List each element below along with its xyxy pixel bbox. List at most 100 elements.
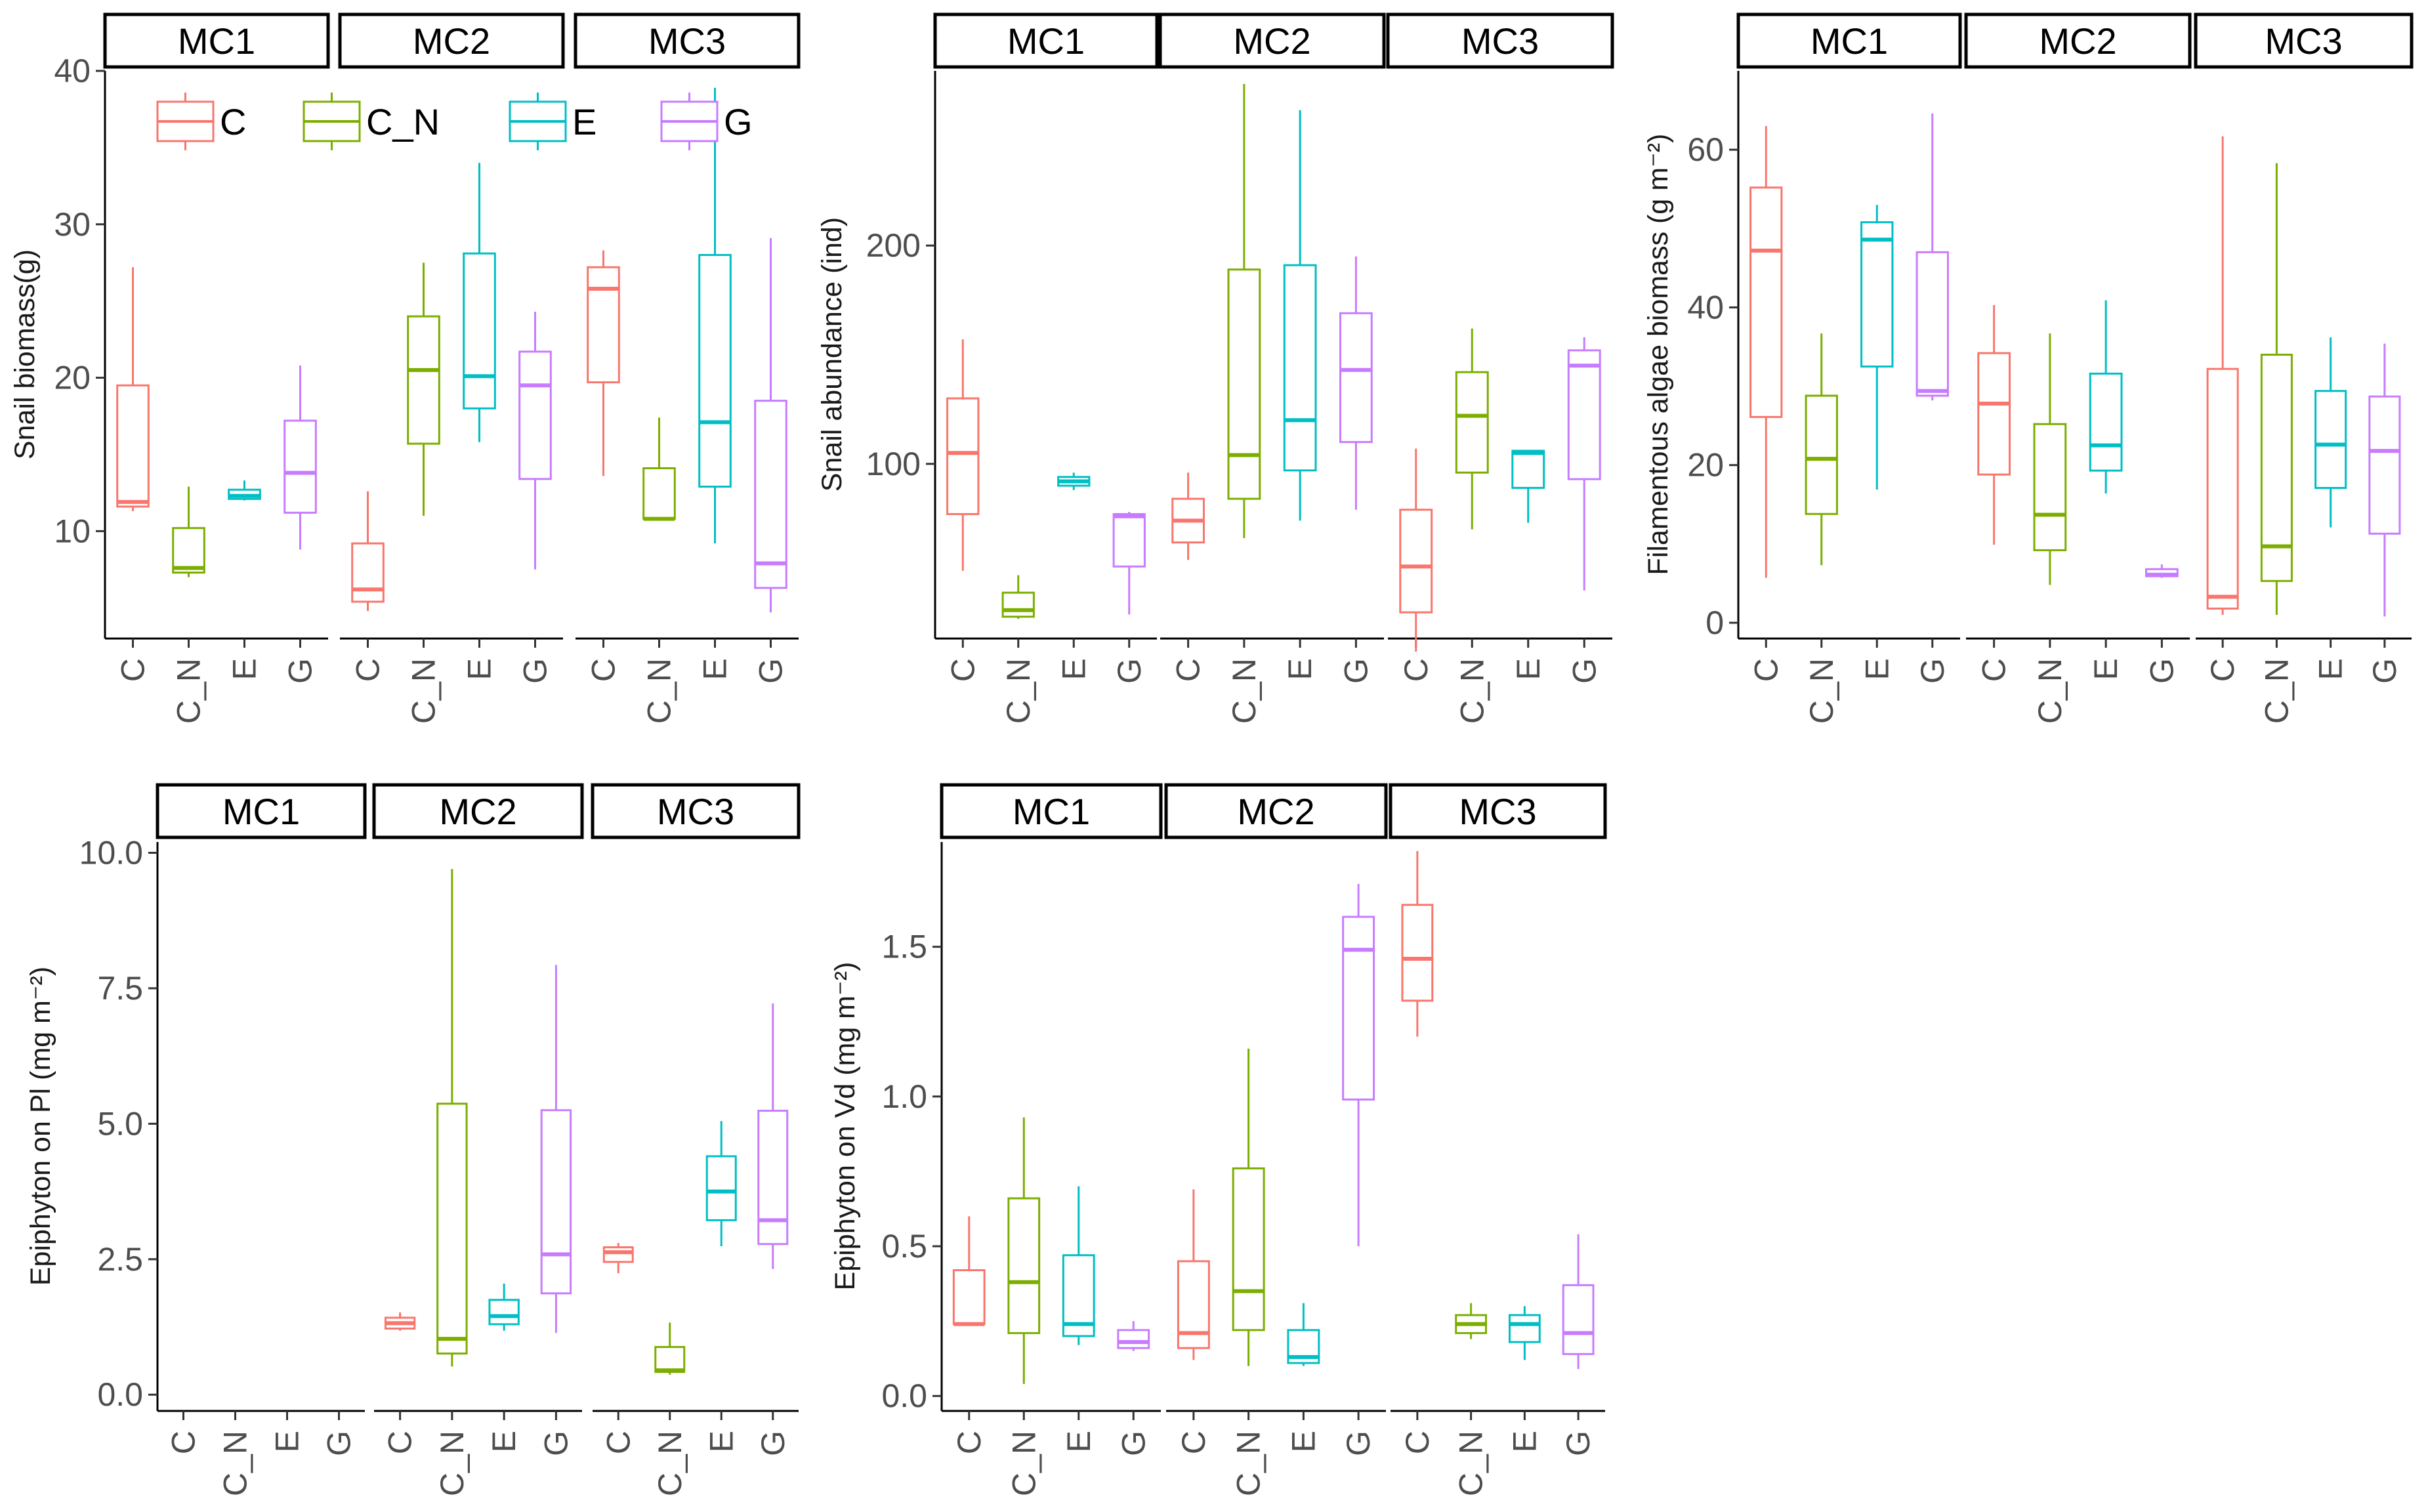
x-tick-label: C [350, 658, 387, 682]
y-tick-label: 0.5 [881, 1228, 927, 1265]
x-tick-label: C_N [2032, 658, 2068, 724]
box-iqr [1567, 349, 1601, 480]
y-axis-title: Epiphyton on Pl (mg m⁻²) [25, 967, 56, 1286]
legend-label: G [724, 101, 753, 142]
facet-strip-label: MC2 [1237, 791, 1314, 832]
x-tick-label: E [1506, 1431, 1543, 1452]
y-tick-label: 2.5 [97, 1241, 143, 1278]
box-iqr [2206, 368, 2239, 610]
box-C [1399, 448, 1433, 652]
y-tick-label: 5.0 [97, 1105, 143, 1142]
box-iqr [463, 252, 496, 410]
box-iqr [946, 397, 980, 515]
x-tick-label: C [382, 1431, 419, 1454]
x-tick-label: E [461, 658, 498, 680]
x-tick-label: G [2143, 658, 2180, 684]
box-iqr [698, 254, 732, 488]
x-tick-label: G [1340, 1431, 1377, 1456]
x-tick-label: C [944, 658, 981, 682]
x-tick-label: C [1175, 1431, 1212, 1454]
x-tick-label: G [1337, 658, 1374, 684]
x-tick-label: C_N [217, 1431, 254, 1496]
facet-strip-label: MC2 [2039, 20, 2116, 62]
box-iqr [1007, 1197, 1041, 1334]
box-E [1062, 1186, 1095, 1345]
legend-key-G [660, 93, 719, 150]
box-C_N [1007, 1117, 1041, 1384]
y-tick-label: 20 [1687, 447, 1724, 484]
box-E [1508, 1306, 1541, 1360]
box-C [1171, 472, 1205, 560]
facet-strip-label: MC1 [1811, 20, 1888, 62]
y-axis-title: Snail abundance (ind) [816, 217, 848, 492]
box-iqr [1227, 268, 1261, 500]
box-E [2314, 337, 2347, 528]
legend-key-C [156, 93, 215, 150]
x-tick-label: C_N [1803, 658, 1840, 724]
facet-strip [933, 12, 1159, 69]
box-G [2145, 564, 2179, 578]
y-tick-label: 20 [54, 360, 91, 396]
box-E [228, 480, 261, 501]
facet-strip-label: MC3 [2265, 20, 2342, 62]
x-tick-label: E [1858, 658, 1895, 680]
legend-label: C [220, 101, 246, 142]
box-iqr [1401, 904, 1434, 1002]
facet-strip [338, 12, 565, 69]
box-C_N [654, 1322, 686, 1375]
facet-strip-label: MC1 [1007, 20, 1085, 62]
facet-strip-label: MC2 [413, 20, 490, 62]
box-E [1283, 110, 1317, 521]
x-tick-label: E [703, 1431, 740, 1452]
x-tick-label: E [1060, 1431, 1097, 1452]
box-G [1339, 256, 1373, 510]
box-iqr [436, 1102, 468, 1354]
box-C_N [1232, 1048, 1265, 1366]
x-tick-label: G [321, 1431, 358, 1456]
facet-strip [591, 783, 801, 839]
y-axis-title: Snail biomass(g) [9, 249, 41, 459]
box-C [952, 1216, 986, 1326]
x-tick-label: E [226, 658, 263, 680]
box-E [488, 1283, 520, 1331]
box-iqr [2033, 423, 2067, 551]
box-C_N [1455, 1303, 1488, 1339]
x-tick-label: C [951, 1431, 988, 1454]
facet-strip [574, 12, 801, 69]
box-iqr [1342, 915, 1375, 1101]
x-tick-label: C [1170, 658, 1207, 682]
y-tick-label: 0.0 [881, 1377, 927, 1414]
box-E [463, 163, 496, 442]
box-G [283, 365, 317, 550]
x-tick-label: E [2087, 658, 2124, 680]
box-C [1401, 850, 1434, 1037]
x-tick-label: C [115, 658, 152, 682]
facet-strip-label: MC1 [222, 791, 300, 832]
box-iqr [2260, 354, 2293, 582]
box-E [2089, 300, 2123, 494]
box-C_N [1455, 328, 1489, 530]
box-C [1977, 304, 2011, 545]
box-iqr [1508, 1314, 1541, 1343]
x-tick-label: C_N [652, 1431, 688, 1496]
box-iqr [540, 1109, 572, 1295]
box-iqr [2368, 395, 2401, 535]
box-C [602, 1243, 634, 1274]
x-tick-label: G [1914, 658, 1951, 684]
y-tick-label: 200 [866, 227, 921, 264]
box-C [2206, 136, 2239, 615]
x-tick-label: C_N [1230, 1431, 1267, 1496]
x-tick-label: G [753, 658, 789, 684]
y-tick-label: 10 [54, 513, 91, 549]
box-C [946, 339, 980, 571]
box-G [2368, 343, 2401, 617]
facet-strip-label: MC3 [648, 20, 726, 62]
y-tick-label: 40 [54, 52, 91, 89]
facet-strip [1158, 12, 1386, 69]
box-C [384, 1312, 416, 1331]
box-iqr [1915, 251, 1949, 397]
panel-5: 0.0 0.5 1.0 1.5 Epiphyton on Vd (mg m⁻²) MC1 C… [829, 783, 1607, 1496]
facet-strip-label: MC3 [1461, 20, 1539, 62]
box-C_N [2260, 163, 2293, 615]
box-iqr [1455, 371, 1489, 474]
